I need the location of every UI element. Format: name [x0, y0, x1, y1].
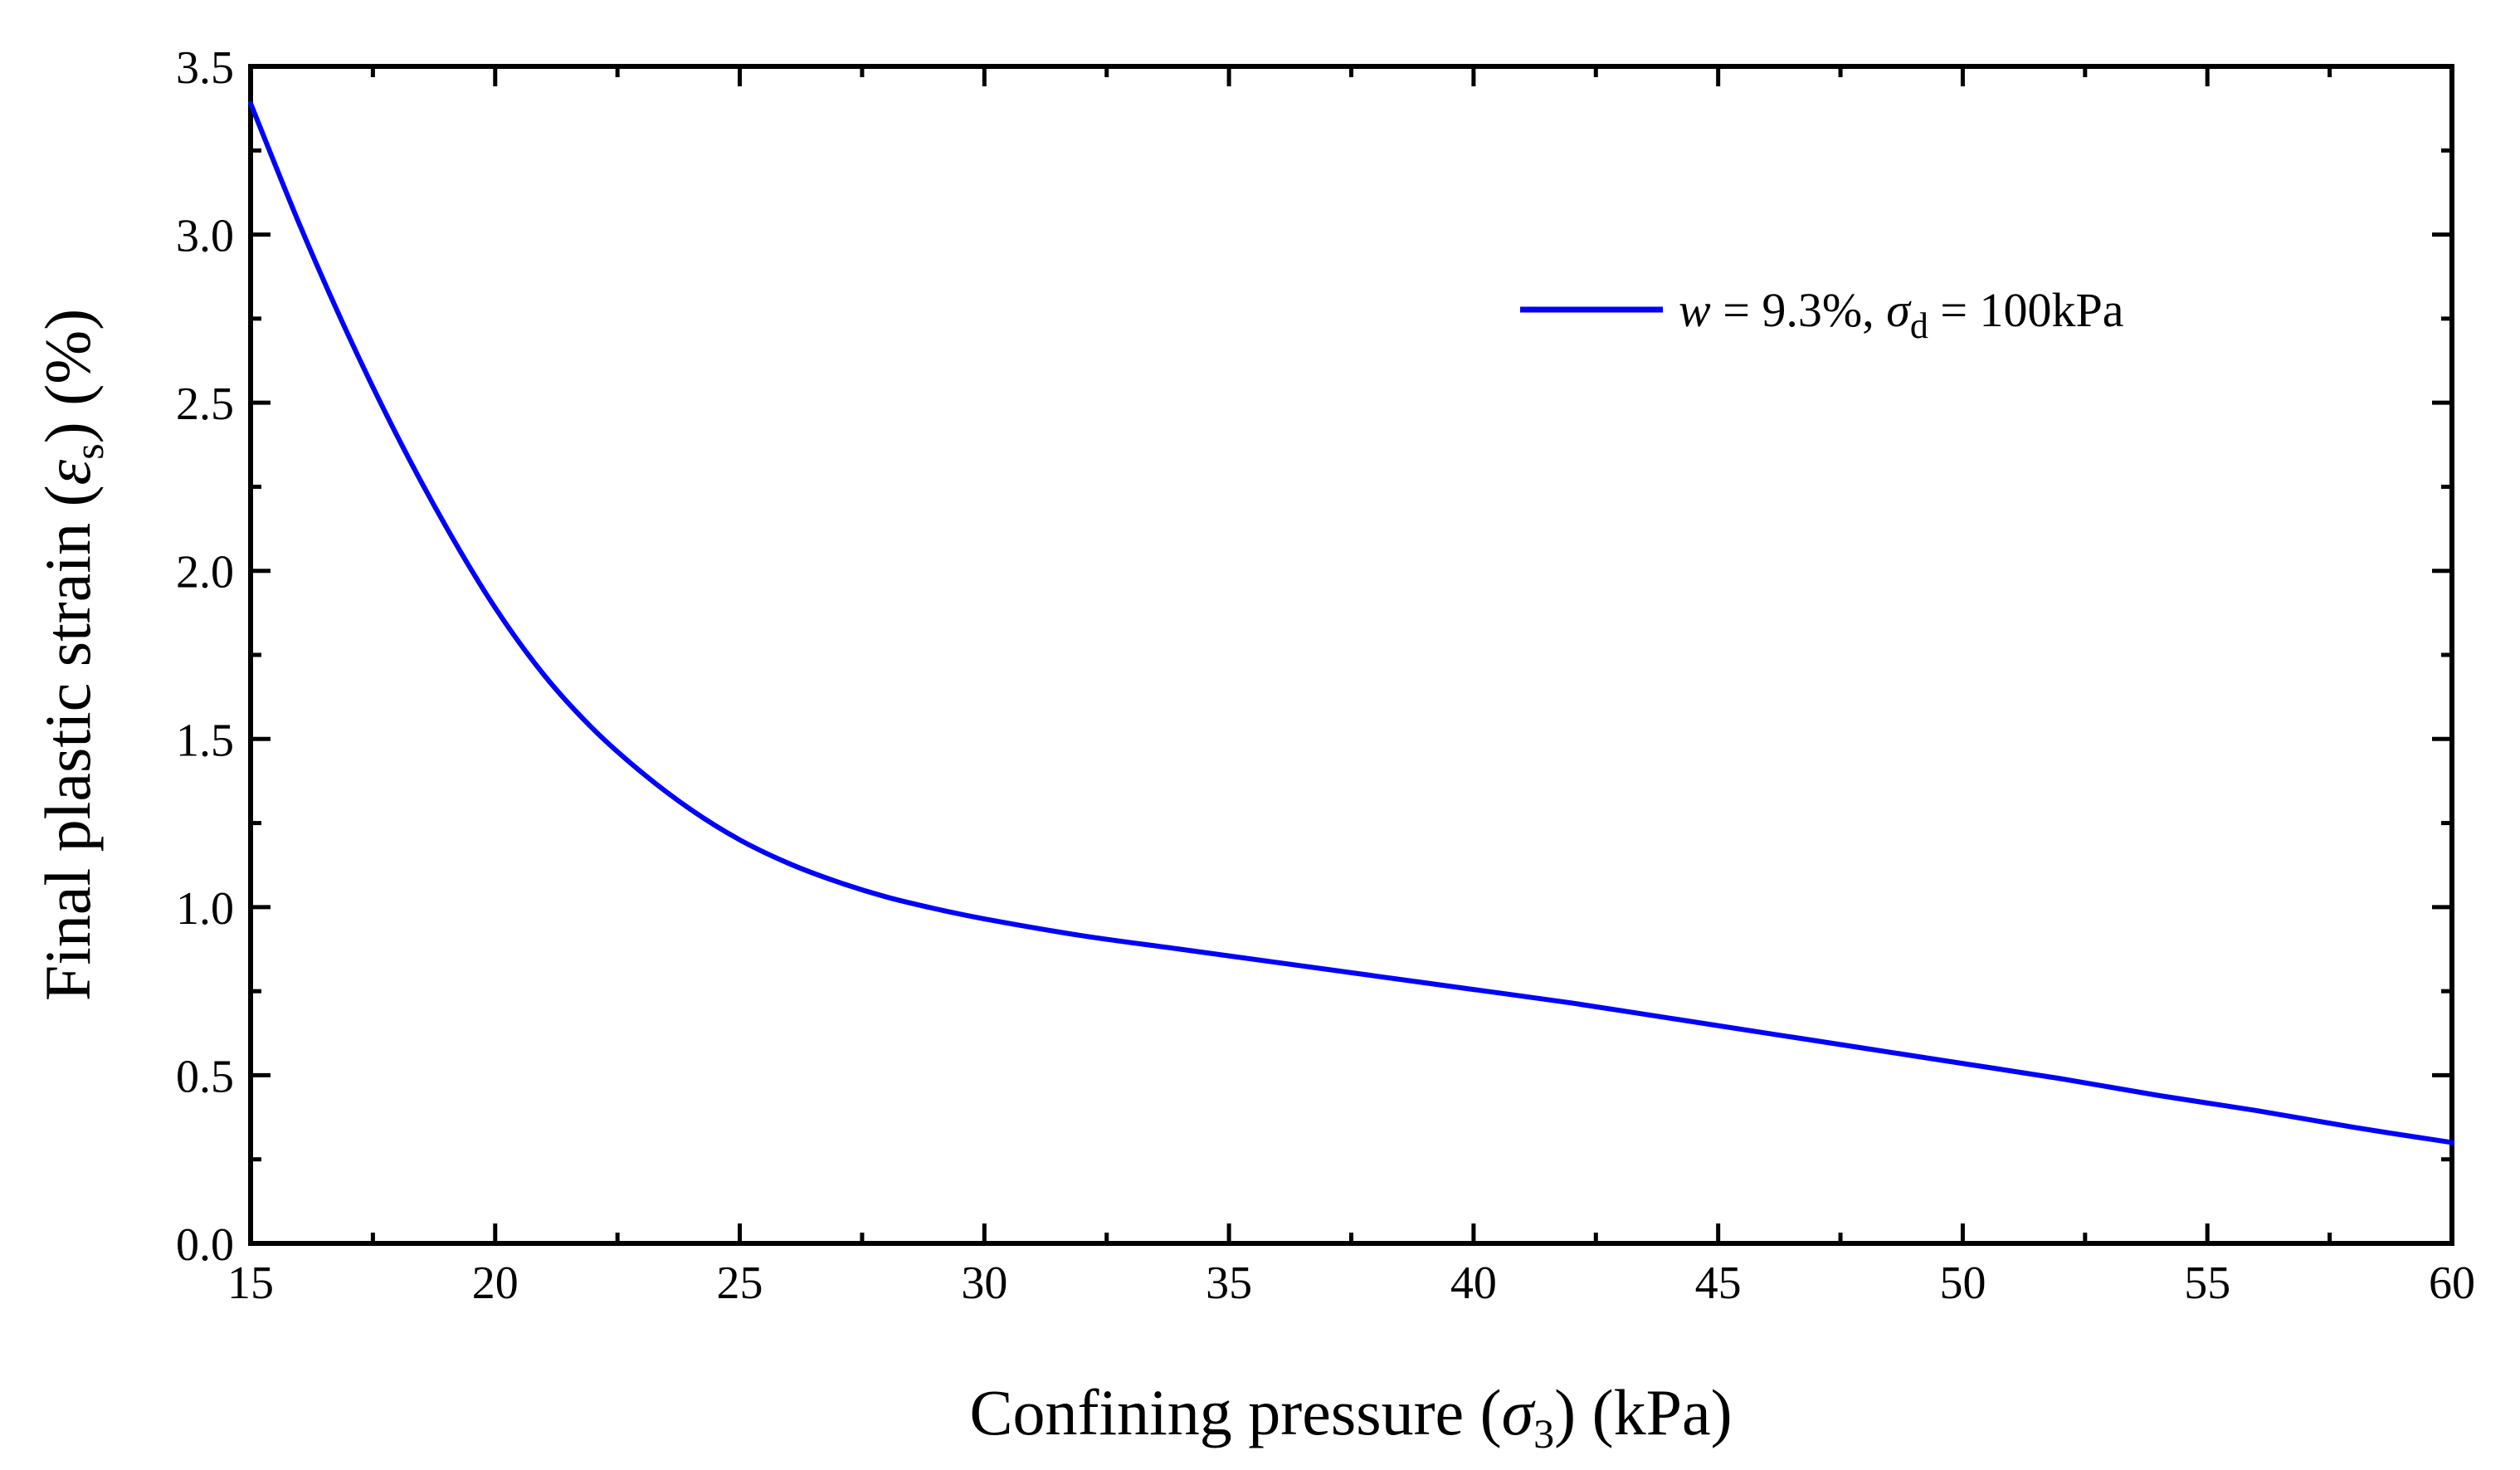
- x-axis-title: Confining pressure (σ3) (kPa): [969, 1376, 1732, 1457]
- legend: w = 9.3%, σd = 100kPa: [1520, 283, 2124, 346]
- x-tick-label: 40: [1450, 1258, 1497, 1309]
- x-tick-label: 30: [961, 1258, 1007, 1309]
- x-ticks: 15 20 25 30 35 40 45 50 55 60: [227, 66, 2475, 1309]
- y-tick-label: 2.5: [176, 378, 234, 430]
- x-tick-label: 50: [1939, 1258, 1986, 1309]
- y-tick-label: 1.5: [176, 715, 234, 766]
- y-tick-label: 1.0: [176, 883, 234, 935]
- x-tick-label: 35: [1206, 1258, 1252, 1309]
- x-tick-label: 55: [2184, 1258, 2230, 1309]
- legend-label: w = 9.3%, σd = 100kPa: [1679, 283, 2124, 346]
- x-tick-label: 15: [227, 1258, 274, 1309]
- y-tick-label: 2.0: [176, 547, 234, 598]
- y-tick-label: 0.5: [176, 1051, 234, 1102]
- y-ticks: 0.0 0.5 1.0 1.5 2.0 2.5 3.0 3.5: [176, 42, 2452, 1271]
- x-tick-label: 20: [472, 1258, 519, 1309]
- x-tick-label: 25: [717, 1258, 763, 1309]
- y-tick-label: 3.5: [176, 42, 234, 94]
- series-layer: [248, 100, 2454, 1145]
- y-tick-label: 0.0: [176, 1219, 234, 1271]
- y-axis-title: Final plastic strain (εs) (%): [32, 309, 112, 1001]
- y-tick-label: 3.0: [176, 211, 234, 262]
- x-tick-label: 45: [1695, 1258, 1742, 1309]
- plot-frame: [248, 64, 2454, 1246]
- series-line: [248, 100, 2454, 1145]
- x-tick-label: 60: [2429, 1258, 2475, 1309]
